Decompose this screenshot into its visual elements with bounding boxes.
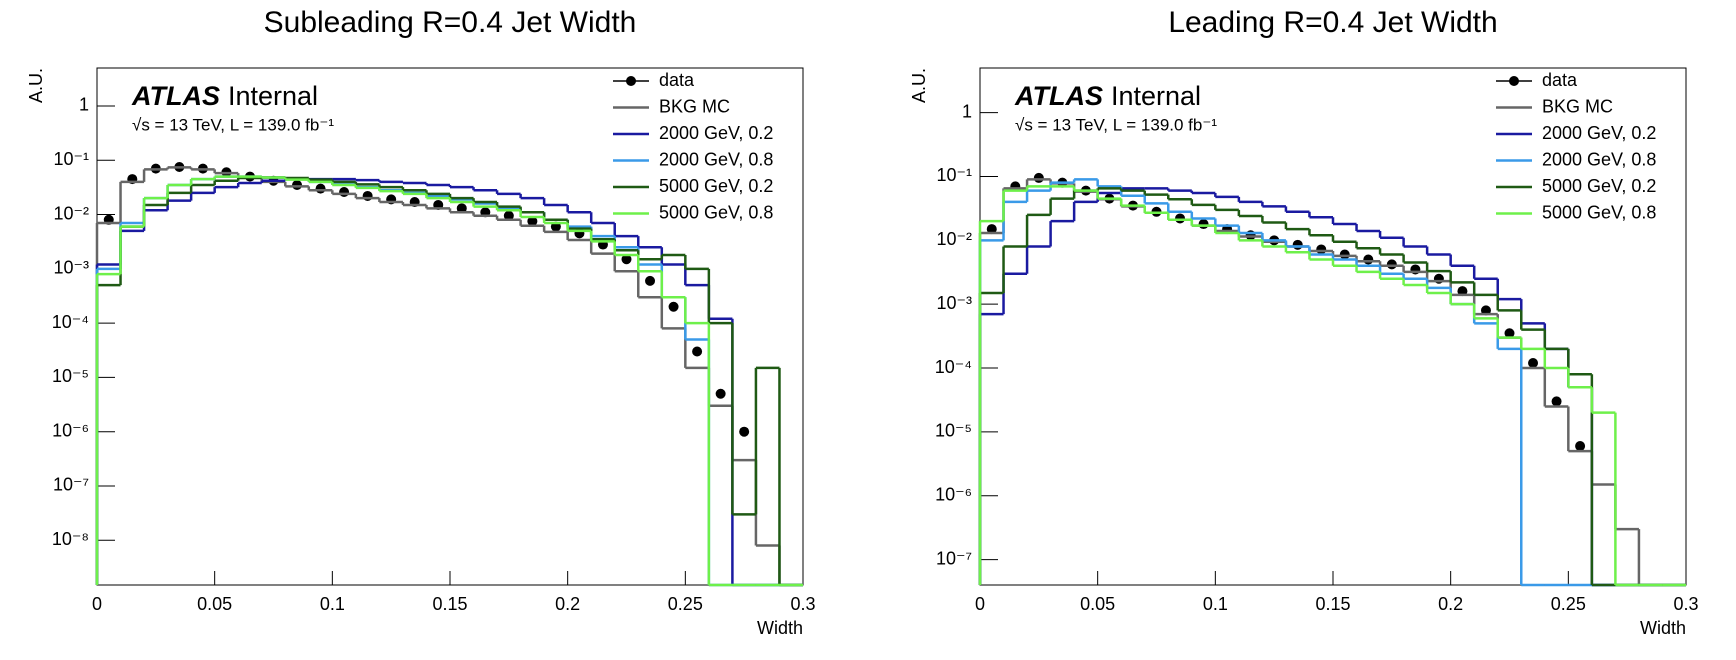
x-tick-label: 0.3	[790, 594, 815, 614]
x-tick-label: 0.25	[1551, 594, 1586, 614]
chart-title: Subleading R=0.4 Jet Width	[264, 6, 637, 39]
y-tick-label: 10⁻⁵	[52, 366, 89, 386]
step-riser	[95, 176, 711, 585]
step-riser	[95, 167, 781, 585]
data-point	[986, 224, 997, 235]
step-riser	[95, 179, 734, 585]
data-point	[292, 179, 303, 190]
y-tick-label: 10⁻³	[53, 258, 89, 278]
atlas-label: ATLAS	[1014, 81, 1103, 111]
data-point	[527, 216, 538, 227]
x-tick-label: 0.3	[1673, 594, 1698, 614]
data-point	[1386, 259, 1397, 270]
x-tick-label: 0.25	[668, 594, 703, 614]
data-point	[362, 190, 373, 201]
y-tick-label: 10⁻³	[936, 293, 972, 313]
y-tick-label: 1	[79, 95, 89, 115]
y-tick-label: 10⁻¹	[53, 149, 89, 169]
data-point	[1033, 172, 1044, 183]
x-axis-label: Width	[1640, 618, 1686, 638]
data-point	[668, 301, 679, 312]
legend-label: 5000 GeV, 0.8	[659, 202, 773, 222]
panel: Subleading R=0.4 Jet Width10⁻⁸10⁻⁷10⁻⁶10…	[26, 6, 816, 638]
legend-label: data	[659, 70, 695, 90]
x-tick-label: 0	[92, 594, 102, 614]
data-point	[1363, 254, 1374, 265]
data-point	[1575, 441, 1586, 452]
y-tick-label: 10⁻⁶	[935, 484, 972, 504]
data-point	[1551, 396, 1562, 407]
y-tick-label: 10⁻⁵	[935, 421, 972, 441]
legend-marker	[626, 76, 636, 86]
energy-label: √s = 13 TeV, L = 139.0 fb⁻¹	[132, 115, 334, 134]
data-point	[1292, 239, 1303, 250]
atlas-label: ATLAS	[131, 81, 220, 111]
data-point	[692, 346, 703, 357]
x-tick-label: 0.1	[1203, 594, 1228, 614]
internal-label: Internal	[228, 81, 318, 111]
legend-marker	[1509, 76, 1519, 86]
legend-label: 2000 GeV, 0.2	[1542, 123, 1656, 143]
plot-frame	[96, 67, 804, 586]
legend-label: 2000 GeV, 0.8	[659, 149, 773, 169]
internal-label: Internal	[1111, 81, 1201, 111]
x-tick-label: 0.2	[555, 594, 580, 614]
data-point	[1316, 244, 1327, 255]
y-axis-label: A.U.	[26, 68, 46, 103]
data-point	[1528, 357, 1539, 368]
step-riser	[978, 186, 1617, 585]
y-tick-label: 10⁻²	[53, 203, 89, 223]
legend-label: BKG MC	[659, 96, 730, 116]
step-riser	[95, 176, 711, 585]
data-point	[621, 254, 632, 265]
y-tick-label: 10⁻⁷	[53, 475, 89, 495]
y-tick-label: 10⁻⁸	[52, 529, 89, 549]
legend-label: 5000 GeV, 0.2	[659, 176, 773, 196]
panel: Leading R=0.4 Jet Width 10⁻⁷ 10⁻⁶ 10⁻⁵ 10⁻⁴ 1…	[909, 6, 1699, 638]
data-point	[503, 210, 514, 221]
data-point	[456, 203, 467, 214]
x-tick-label: 0	[975, 594, 985, 614]
legend-label: BKG MC	[1542, 96, 1613, 116]
data-point	[315, 183, 326, 194]
data-point	[645, 275, 656, 286]
data-point	[1198, 219, 1209, 230]
plot-frame	[979, 67, 1687, 586]
data-point	[1175, 213, 1186, 224]
legend-label: data	[1542, 70, 1578, 90]
x-tick-label: 0.1	[320, 594, 345, 614]
y-tick-label: 1	[962, 101, 972, 121]
legend-label: 2000 GeV, 0.8	[1542, 149, 1656, 169]
y-tick-label: 10⁻⁴	[935, 357, 972, 377]
data-point	[1504, 328, 1515, 339]
x-tick-label: 0.2	[1438, 594, 1463, 614]
step-riser	[95, 177, 781, 585]
legend-label: 5000 GeV, 0.8	[1542, 202, 1656, 222]
legend-label: 5000 GeV, 0.2	[1542, 176, 1656, 196]
chart-title: Leading R=0.4 Jet Width	[1168, 6, 1497, 39]
x-tick-label: 0.05	[1080, 594, 1115, 614]
x-tick-label: 0.05	[197, 594, 232, 614]
y-tick-label: 10⁻⁴	[52, 312, 89, 332]
y-axis-label: A.U.	[909, 68, 929, 103]
x-tick-label: 0.15	[1315, 594, 1350, 614]
energy-label: √s = 13 TeV, L = 139.0 fb⁻¹	[1015, 115, 1217, 134]
y-tick-label: 10⁻⁶	[52, 420, 89, 440]
y-tick-label: 10⁻⁷	[936, 548, 972, 568]
x-axis-label: Width	[757, 618, 803, 638]
y-tick-label: 10⁻¹	[936, 165, 972, 185]
data-point	[739, 426, 750, 437]
data-point	[715, 388, 726, 399]
data-point	[1339, 249, 1350, 260]
legend-label: 2000 GeV, 0.2	[659, 123, 773, 143]
x-tick-label: 0.15	[432, 594, 467, 614]
data-point	[339, 186, 350, 197]
y-tick-label: 10⁻²	[936, 229, 972, 249]
